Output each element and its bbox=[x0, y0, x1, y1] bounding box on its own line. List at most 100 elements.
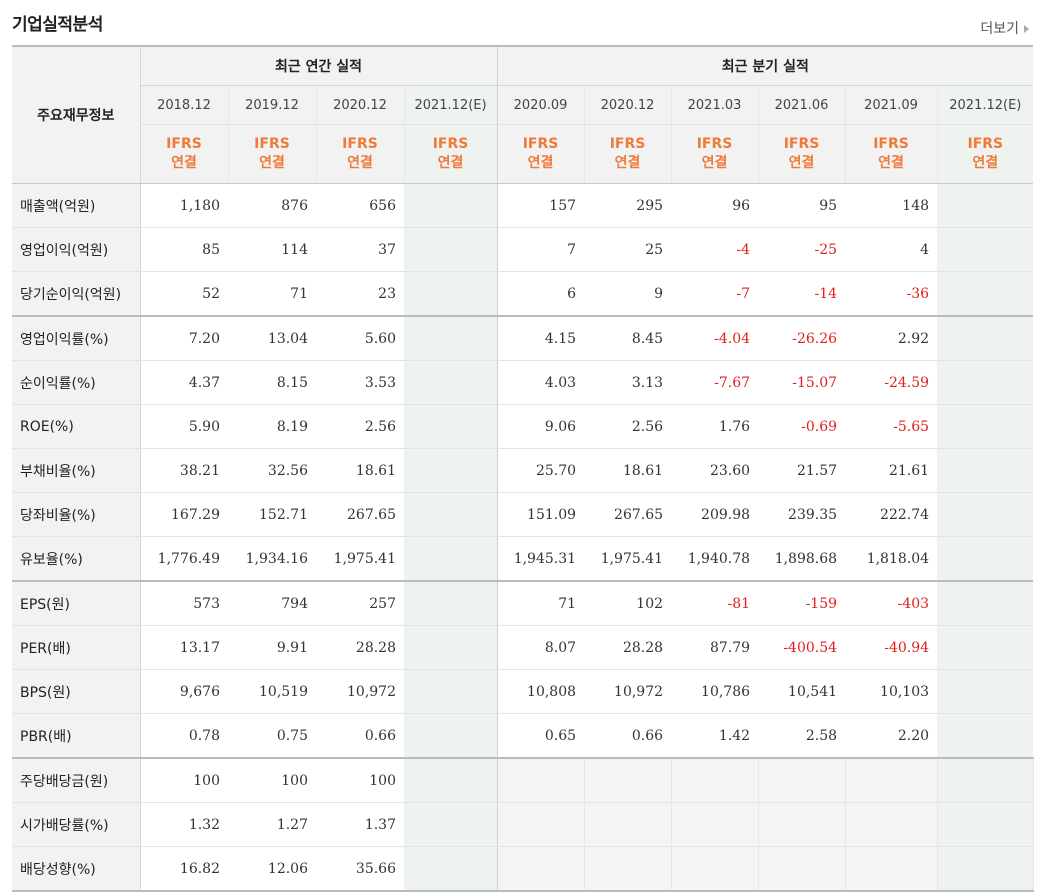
value-cell: -4 bbox=[671, 227, 759, 272]
value-cell: 100 bbox=[140, 758, 228, 803]
value-cell: -14 bbox=[758, 271, 846, 317]
ifrs-line1: IFRS bbox=[522, 136, 559, 152]
ifrs-label: IFRS 연결 bbox=[496, 124, 585, 184]
value-cell: 96 bbox=[671, 183, 759, 228]
value-cell: 4.37 bbox=[140, 360, 228, 405]
value-cell bbox=[404, 227, 498, 272]
value-cell: -36 bbox=[845, 271, 938, 317]
value-cell bbox=[404, 581, 498, 626]
value-cell: 71 bbox=[496, 581, 585, 626]
table-row: 주당배당금(원) 100 100 100 bbox=[12, 758, 1034, 803]
value-cell bbox=[937, 448, 1034, 493]
value-cell: 4 bbox=[845, 227, 938, 272]
value-cell: 157 bbox=[496, 183, 585, 228]
value-cell bbox=[937, 183, 1034, 228]
row-label: 시가배당률(%) bbox=[12, 802, 141, 847]
value-cell bbox=[937, 802, 1034, 847]
value-cell bbox=[404, 448, 498, 493]
value-cell bbox=[404, 846, 498, 892]
more-link[interactable]: 더보기 bbox=[980, 18, 1029, 38]
table-body: 매출액(억원) 1,180 876 656 157 295 96 95 148 영업이익(억원) 8… bbox=[12, 183, 1034, 892]
row-label: 매출액(억원) bbox=[12, 183, 141, 228]
value-cell: -81 bbox=[671, 581, 759, 626]
value-cell: 1.27 bbox=[228, 802, 316, 847]
ifrs-line1: IFRS bbox=[609, 136, 646, 152]
row-label: 순이익률(%) bbox=[12, 360, 141, 405]
value-cell: 5.60 bbox=[316, 316, 404, 361]
value-cell: 21.57 bbox=[758, 448, 846, 493]
value-cell bbox=[404, 802, 498, 847]
value-cell: 10,541 bbox=[758, 669, 846, 714]
table-row: PER(배) 13.17 9.91 28.28 8.07 28.28 87.79 -400.5… bbox=[12, 625, 1034, 670]
value-cell bbox=[937, 492, 1034, 537]
period-header: 2020.12 bbox=[584, 85, 672, 125]
table-row: 당좌비율(%) 167.29 152.71 267.65 151.09 267.65 209… bbox=[12, 492, 1034, 537]
header-row-groups: 주요재무정보 최근 연간 실적 최근 분기 실적 bbox=[12, 45, 1034, 184]
value-cell: 9.06 bbox=[496, 404, 585, 449]
value-cell bbox=[496, 846, 585, 892]
period-header: 2021.06 bbox=[758, 85, 846, 125]
value-cell: 257 bbox=[316, 581, 404, 626]
value-cell: 10,786 bbox=[671, 669, 759, 714]
row-label: 당기순이익(억원) bbox=[12, 271, 141, 317]
value-cell: 1,776.49 bbox=[140, 536, 228, 582]
value-cell: 1,934.16 bbox=[228, 536, 316, 582]
value-cell bbox=[937, 713, 1034, 759]
value-cell: 23.60 bbox=[671, 448, 759, 493]
ifrs-line2: 연결 bbox=[614, 155, 641, 171]
ifrs-line2: 연결 bbox=[171, 155, 197, 171]
value-cell: 0.75 bbox=[228, 713, 316, 759]
value-cell: 0.65 bbox=[496, 713, 585, 759]
table-row: ROE(%) 5.90 8.19 2.56 9.06 2.56 1.76 -0.69 -5.65 bbox=[12, 404, 1034, 449]
value-cell: 28.28 bbox=[584, 625, 672, 670]
value-cell bbox=[404, 536, 498, 582]
value-cell: 35.66 bbox=[316, 846, 404, 892]
table-row: PBR(배) 0.78 0.75 0.66 0.65 0.66 1.42 2.58 2.20 bbox=[12, 713, 1034, 759]
value-cell: 8.45 bbox=[584, 316, 672, 361]
value-cell: 1.32 bbox=[140, 802, 228, 847]
value-cell bbox=[671, 802, 759, 847]
value-cell: 100 bbox=[316, 758, 404, 803]
period-header: 2019.12 bbox=[228, 85, 317, 125]
value-cell bbox=[937, 360, 1034, 405]
value-cell bbox=[937, 316, 1034, 361]
value-cell: 295 bbox=[584, 183, 672, 228]
table-row: BPS(원) 9,676 10,519 10,972 10,808 10,972 10,78… bbox=[12, 669, 1034, 714]
value-cell bbox=[845, 758, 938, 803]
value-cell bbox=[404, 758, 498, 803]
value-cell bbox=[496, 758, 585, 803]
value-cell bbox=[758, 846, 846, 892]
value-cell: 114 bbox=[228, 227, 316, 272]
value-cell: 10,972 bbox=[584, 669, 672, 714]
row-label: 배당성향(%) bbox=[12, 846, 141, 892]
value-cell: 1,940.78 bbox=[671, 536, 759, 582]
value-cell: 4.15 bbox=[496, 316, 585, 361]
period-header: 2021.12(E) bbox=[937, 85, 1034, 125]
value-cell: -40.94 bbox=[845, 625, 938, 670]
value-cell: 100 bbox=[228, 758, 316, 803]
section-title: 기업실적분석 bbox=[12, 15, 103, 35]
value-cell: 23 bbox=[316, 271, 404, 317]
ifrs-label: IFRS 연결 bbox=[758, 124, 846, 184]
value-cell: 87.79 bbox=[671, 625, 759, 670]
value-cell bbox=[758, 758, 846, 803]
value-cell: 16.82 bbox=[140, 846, 228, 892]
value-cell: 1.76 bbox=[671, 404, 759, 449]
value-cell: -403 bbox=[845, 581, 938, 626]
value-cell: 25 bbox=[584, 227, 672, 272]
value-cell: 2.92 bbox=[845, 316, 938, 361]
ifrs-line2: 연결 bbox=[259, 155, 285, 171]
value-cell bbox=[758, 802, 846, 847]
value-cell: 267.65 bbox=[316, 492, 404, 537]
table-row: 유보율(%) 1,776.49 1,934.16 1,975.41 1,945.31 1,… bbox=[12, 536, 1034, 582]
ifrs-line2: 연결 bbox=[972, 155, 999, 171]
value-cell: 239.35 bbox=[758, 492, 846, 537]
value-cell: 85 bbox=[140, 227, 228, 272]
value-cell: 8.15 bbox=[228, 360, 316, 405]
row-label: PER(배) bbox=[12, 625, 141, 670]
value-cell: 10,519 bbox=[228, 669, 316, 714]
ifrs-line2: 연결 bbox=[347, 155, 373, 171]
period-header: 2021.03 bbox=[671, 85, 759, 125]
value-cell bbox=[937, 271, 1034, 317]
row-label: EPS(원) bbox=[12, 581, 141, 626]
